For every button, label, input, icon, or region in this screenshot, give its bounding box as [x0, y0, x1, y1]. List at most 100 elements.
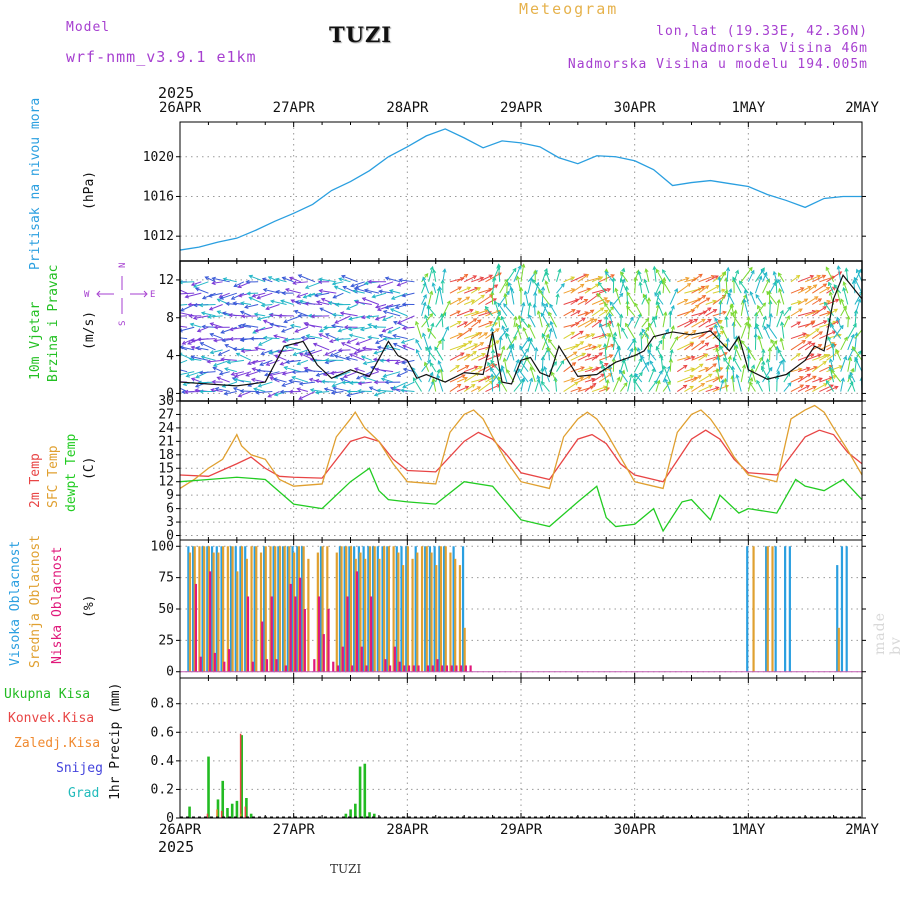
wind-arrow	[601, 365, 607, 383]
wind-arrowhead	[283, 337, 289, 342]
wind-arrow	[684, 368, 695, 373]
wind-arrowhead	[634, 372, 639, 378]
wind-arrow	[563, 276, 575, 283]
wind-arrowhead	[324, 333, 330, 338]
mid-cloud-bar	[283, 546, 286, 672]
wind-arrowhead	[560, 283, 565, 288]
wind-arrow	[705, 345, 719, 351]
y-tick-label: 15	[158, 461, 174, 476]
wind-arrow	[804, 366, 818, 373]
wind-arrow	[730, 312, 742, 328]
wind-arrowhead	[331, 312, 337, 317]
wind-arrow	[346, 304, 358, 310]
wind-arrowhead	[367, 279, 372, 284]
wind-arrowhead	[662, 276, 667, 282]
wind-arrow	[762, 279, 770, 294]
y-tick-label: 0	[166, 811, 174, 826]
total-rain-bar	[226, 808, 229, 818]
wind-arrow	[515, 323, 522, 339]
wind-arrowhead	[314, 378, 320, 384]
wind-arrowhead	[442, 268, 447, 273]
wind-arrowhead	[573, 351, 578, 356]
wind-arrowhead	[842, 286, 847, 292]
wind-arrow	[375, 304, 387, 308]
wind-arrowhead	[244, 304, 249, 309]
wind-arrowhead	[241, 323, 246, 328]
wind-arrow	[584, 293, 600, 305]
wind-arrowhead	[636, 346, 641, 352]
wind-arrow	[530, 367, 536, 383]
wind-arrowhead	[607, 367, 613, 372]
wind-arrowhead	[800, 287, 805, 292]
wind-arrowhead	[829, 323, 834, 328]
wind-arrow	[297, 359, 309, 365]
wind-arrow	[471, 309, 488, 317]
wind-arrowhead	[218, 371, 224, 376]
wind-arrow	[270, 323, 287, 328]
high-cloud-bar	[206, 546, 209, 672]
wind-arrow	[382, 326, 394, 332]
wind-arrow	[499, 346, 505, 361]
wind-arrow	[719, 271, 726, 283]
wind-arrow	[349, 353, 365, 361]
wind-arrow	[653, 266, 657, 282]
wind-arrow	[245, 371, 259, 377]
wind-arrow	[440, 368, 444, 383]
wind-arrow	[442, 269, 446, 282]
meteogram-title: Meteogram	[519, 0, 619, 18]
wind-arrow	[627, 317, 634, 328]
wind-arrowhead	[571, 362, 577, 367]
wind-arrow	[342, 381, 358, 384]
wind-arrow	[197, 326, 209, 332]
wind-arrowhead	[670, 304, 675, 310]
wind-arrowhead	[701, 295, 707, 299]
wind-arrow	[740, 364, 746, 383]
mid-cloud-bar	[293, 552, 296, 672]
wind-arrow	[257, 292, 273, 299]
wind-arrowhead	[581, 352, 587, 357]
total-rain-bar	[368, 812, 371, 818]
wind-arrow	[427, 328, 437, 339]
wind-arrowhead	[780, 321, 785, 326]
wind-arrowhead	[833, 284, 838, 289]
wind-arrow	[758, 336, 764, 351]
wind-arrowhead	[538, 289, 543, 294]
wind-arrow	[211, 389, 223, 393]
wind-arrow	[847, 334, 855, 351]
wind-arrow	[298, 391, 316, 400]
wind-arrowhead	[746, 354, 751, 359]
wind-arrowhead	[656, 300, 661, 306]
wind-arrow	[209, 304, 223, 311]
wind-arrow	[241, 349, 259, 352]
wind-arrow	[527, 278, 533, 294]
wind-arrowhead	[541, 302, 546, 307]
low-cloud-bar	[384, 659, 387, 672]
wind-arrow	[804, 284, 817, 294]
wind-arrowhead	[714, 317, 719, 322]
wind-arrow	[381, 378, 394, 383]
wind-arrow	[836, 289, 842, 305]
wind-arrow	[449, 352, 465, 361]
mid-cloud-bar	[231, 546, 234, 672]
wind-arrowhead	[796, 352, 801, 357]
wind-arrowhead	[540, 355, 546, 361]
wind-arrowhead	[519, 345, 524, 350]
wind-arrow	[362, 297, 380, 305]
wind-arrowhead	[307, 293, 312, 298]
wind-arrow	[305, 369, 323, 373]
wind-arrow	[781, 322, 785, 339]
mid-cloud-bar	[411, 558, 414, 672]
wind-arrow	[463, 343, 478, 351]
wind-arrow	[341, 275, 358, 283]
y-tick-label: 9	[166, 488, 174, 503]
wind-arrow	[316, 371, 330, 377]
wind-arrow	[263, 288, 280, 294]
wind-arrow	[415, 321, 423, 339]
wind-arrowhead	[212, 366, 217, 371]
wind-arrow	[350, 381, 365, 384]
wind-arrowhead	[473, 343, 479, 348]
wind-arrow	[605, 379, 609, 392]
wind-arrow	[383, 310, 401, 317]
wind-arrowhead	[464, 385, 470, 390]
